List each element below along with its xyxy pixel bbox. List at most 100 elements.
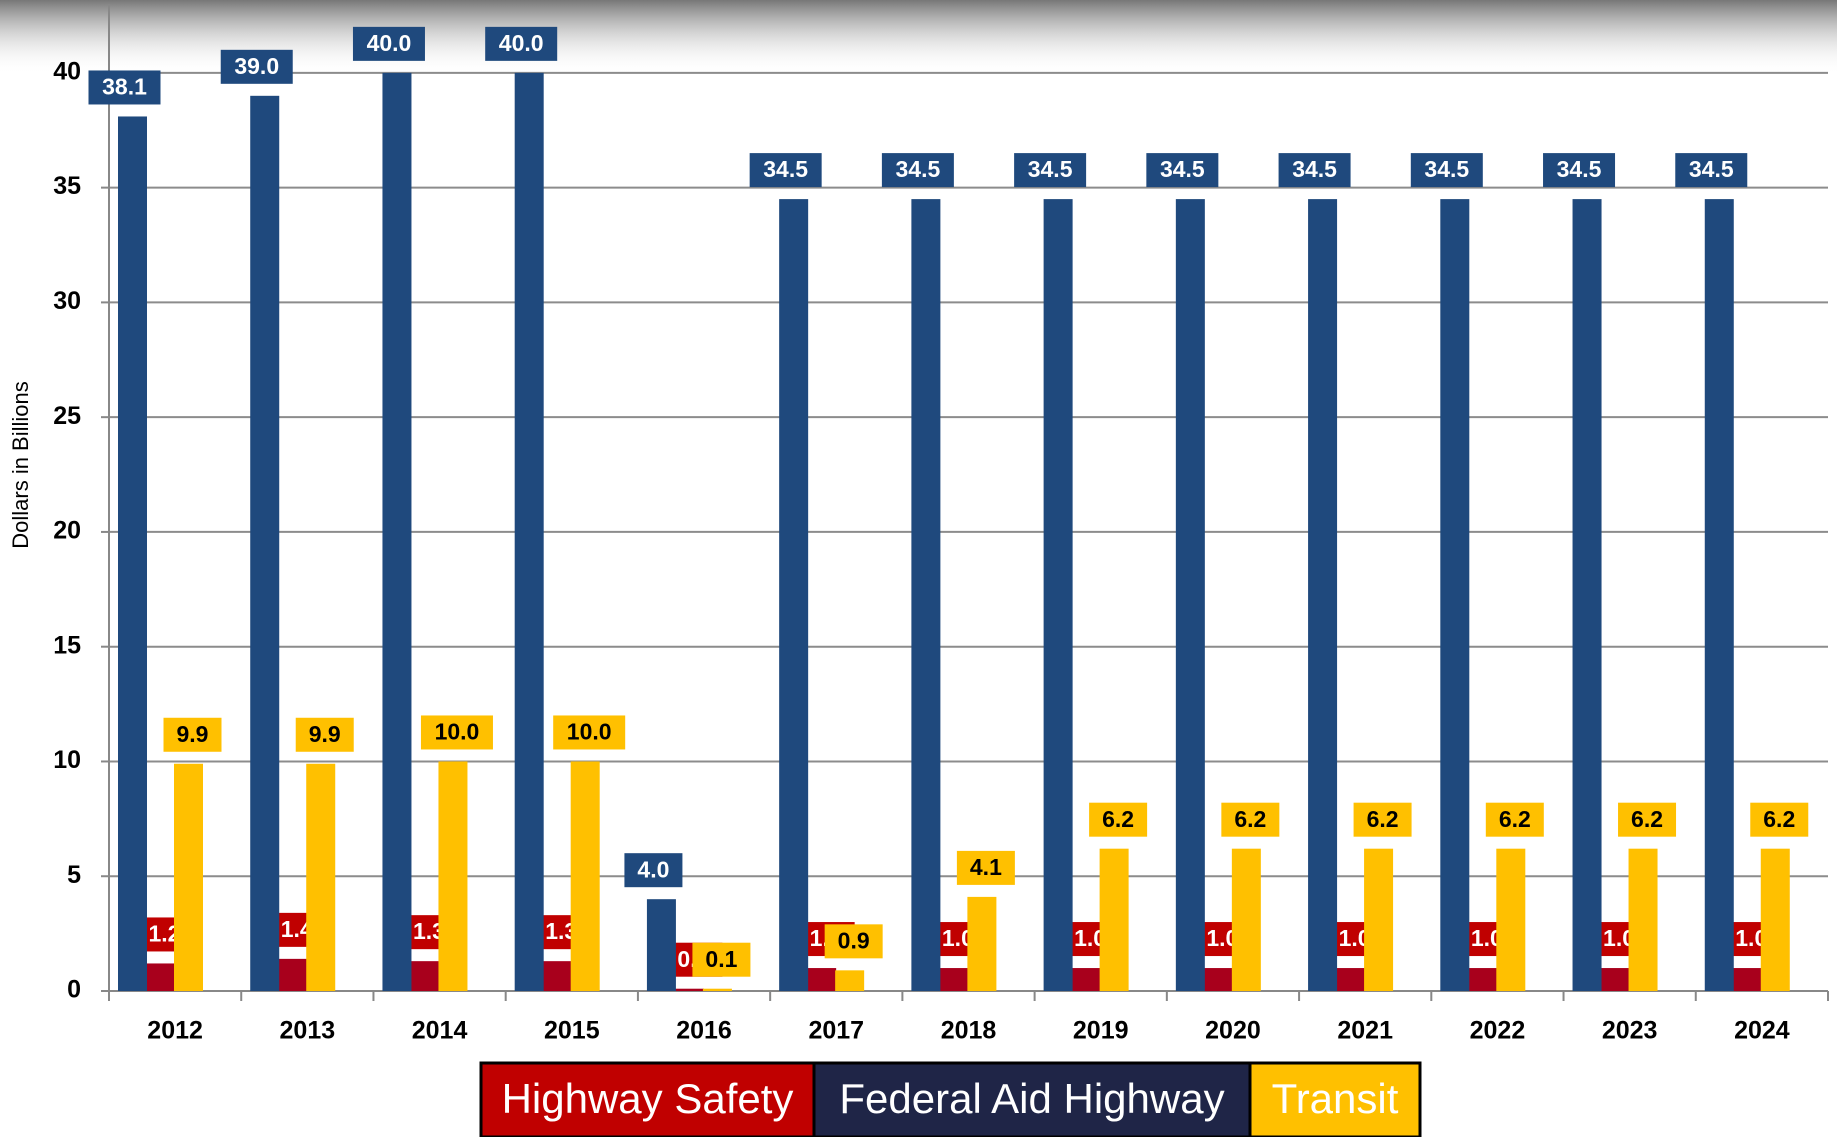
bar <box>1468 968 1498 991</box>
bar <box>278 958 308 991</box>
value-label: 0.9 <box>838 927 870 953</box>
value-label-box <box>1146 153 1219 188</box>
value-label: 10.0 <box>435 719 480 745</box>
x-tick-label: 2022 <box>1470 1017 1526 1045</box>
bar <box>807 968 837 991</box>
bar <box>911 199 941 992</box>
bar <box>1704 199 1734 992</box>
value-label: 6.2 <box>1367 806 1399 832</box>
value-label: 38.1 <box>102 74 147 100</box>
x-tick-label: 2019 <box>1073 1017 1129 1045</box>
legend-label: Highway Safety <box>502 1075 794 1122</box>
value-label-box <box>824 924 883 959</box>
x-tick-label: 2020 <box>1205 1017 1261 1045</box>
value-label-box <box>485 26 558 61</box>
value-label: 39.0 <box>234 53 279 79</box>
value-label: 0.1 <box>705 946 737 972</box>
value-label: 6.2 <box>1234 806 1266 832</box>
bar <box>410 961 440 991</box>
value-label: 6.2 <box>1499 806 1531 832</box>
bar <box>835 970 865 991</box>
legend-swatch <box>479 1061 816 1137</box>
bar <box>174 763 203 991</box>
bar <box>1336 968 1366 991</box>
bar <box>382 72 412 991</box>
x-tick-label: 2012 <box>147 1017 203 1045</box>
legend-label: Transit <box>1272 1075 1399 1122</box>
bar <box>1572 199 1602 992</box>
value-label: 6.2 <box>1763 806 1795 832</box>
value-label: 34.5 <box>896 156 941 182</box>
bar <box>779 199 809 992</box>
bar <box>646 899 676 991</box>
top-shadow <box>0 0 1837 75</box>
y-tick-label: 20 <box>53 517 81 545</box>
value-label-box <box>420 715 493 750</box>
bar <box>542 961 572 991</box>
y-tick-label: 30 <box>53 287 81 315</box>
x-tick-label: 2018 <box>941 1017 997 1045</box>
bar <box>1760 848 1790 991</box>
value-label-box <box>1618 802 1677 837</box>
value-label-box <box>352 26 425 61</box>
legend-swatch <box>812 1061 1252 1137</box>
bar <box>1071 968 1101 991</box>
value-label-box <box>624 853 683 888</box>
bar <box>1175 199 1205 992</box>
value-label: 6.2 <box>1631 806 1663 832</box>
value-label-box <box>956 850 1015 885</box>
x-tick-label: 2015 <box>544 1017 600 1045</box>
x-tick-label: 2013 <box>280 1017 336 1045</box>
value-label: 40.0 <box>499 30 544 56</box>
y-tick-label: 10 <box>53 746 81 774</box>
value-label: 10.0 <box>567 719 612 745</box>
value-label-box <box>220 49 293 84</box>
bar <box>306 763 336 991</box>
bar <box>1231 848 1261 991</box>
value-label-box <box>1278 153 1351 188</box>
bar <box>939 968 969 991</box>
value-label-box <box>88 70 161 105</box>
x-tick-label: 2024 <box>1734 1017 1790 1045</box>
x-tick-label: 2021 <box>1337 1017 1393 1045</box>
value-label-box <box>1089 802 1148 837</box>
value-label: 4.1 <box>970 854 1002 880</box>
value-label-box <box>881 153 954 188</box>
value-label-box <box>553 715 626 750</box>
value-label: 34.5 <box>1424 156 1469 182</box>
bar <box>146 963 175 991</box>
value-label-box <box>1750 802 1809 837</box>
value-label-box <box>1675 153 1748 188</box>
legend: Highway Safety Federal Aid Highway Transit <box>479 1061 1422 1137</box>
x-tick-label: 2017 <box>808 1017 864 1045</box>
bar <box>118 116 147 991</box>
value-label-box <box>1014 153 1087 188</box>
value-label-box <box>163 717 222 752</box>
y-tick-label: 5 <box>67 861 81 889</box>
value-label: 34.5 <box>1160 156 1205 182</box>
y-tick-label: 35 <box>53 172 81 200</box>
value-label-box <box>692 942 751 977</box>
bar <box>1308 199 1338 992</box>
value-label: 34.5 <box>1028 156 1073 182</box>
value-label-box <box>1485 802 1544 837</box>
value-label: 34.5 <box>763 156 808 182</box>
bar <box>514 72 544 991</box>
legend-label: Federal Aid Highway <box>839 1075 1224 1122</box>
x-tick-label: 2014 <box>412 1017 468 1045</box>
x-tick-label: 2023 <box>1602 1017 1658 1045</box>
value-label-box <box>749 153 822 188</box>
value-label: 34.5 <box>1557 156 1602 182</box>
bar <box>674 988 704 991</box>
y-tick-label: 25 <box>53 402 81 430</box>
value-label: 6.2 <box>1102 806 1134 832</box>
bar <box>1364 848 1394 991</box>
value-label: 34.5 <box>1689 156 1734 182</box>
bar <box>702 988 732 991</box>
value-label: 4.0 <box>637 856 669 882</box>
value-label-box <box>1410 153 1483 188</box>
value-label-box <box>1543 153 1616 188</box>
legend-swatch <box>1248 1061 1422 1137</box>
bar <box>1440 199 1470 992</box>
